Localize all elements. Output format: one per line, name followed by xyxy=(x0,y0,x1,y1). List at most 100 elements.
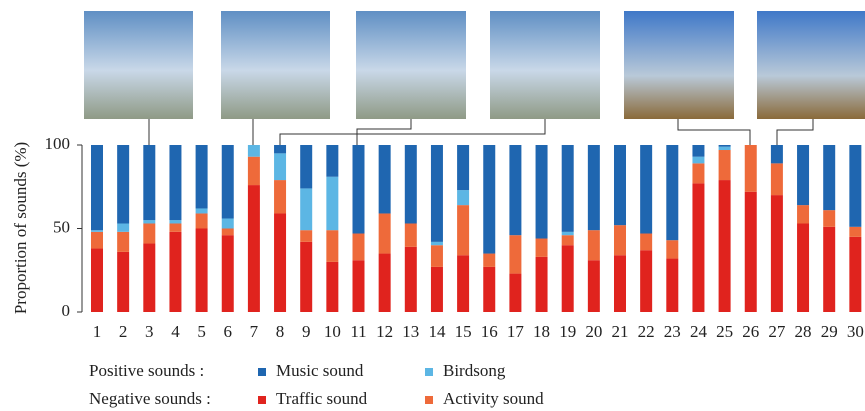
x-tick-label: 20 xyxy=(585,322,602,341)
x-tick-label: 26 xyxy=(742,322,759,341)
bar-segment xyxy=(640,250,653,312)
bar-segment xyxy=(169,223,182,232)
legend-swatch xyxy=(258,368,266,376)
photo xyxy=(490,11,600,119)
bar-segment xyxy=(718,180,731,312)
x-tick-label: 5 xyxy=(197,322,206,341)
bar-segment xyxy=(535,145,548,239)
bar-segment xyxy=(483,266,496,312)
bar-segment xyxy=(378,253,391,312)
bar-segment xyxy=(770,195,783,312)
bar-segment xyxy=(587,260,600,312)
x-tick-label: 10 xyxy=(324,322,341,341)
bar-segment xyxy=(195,208,208,214)
bar-segment xyxy=(457,190,470,206)
x-tick-label: 15 xyxy=(455,322,472,341)
legend-group-label: Negative sounds : xyxy=(89,389,211,408)
bar-segment xyxy=(823,226,836,312)
bar-segment xyxy=(614,225,626,256)
bar-segment xyxy=(823,145,836,211)
bar-segment xyxy=(143,223,156,244)
bar-segment xyxy=(797,223,810,312)
bar-segment xyxy=(509,145,522,236)
bar-segment xyxy=(849,236,862,312)
legend-label: Activity sound xyxy=(443,389,544,408)
legend-label: Music sound xyxy=(276,361,364,380)
bar-segment xyxy=(91,231,103,249)
bar-segment xyxy=(849,226,862,237)
bar-segment xyxy=(378,213,391,254)
bar-segment xyxy=(247,185,260,312)
bar-segment xyxy=(614,145,626,226)
bar-segment xyxy=(404,223,417,247)
bar-segment xyxy=(247,145,260,157)
bar-segment xyxy=(352,233,365,261)
bar-segment xyxy=(300,230,313,242)
bar-segment xyxy=(221,145,234,219)
photo xyxy=(757,11,865,119)
legend-label: Traffic sound xyxy=(276,389,368,408)
bar-segment xyxy=(457,145,470,191)
bar-segment xyxy=(117,145,130,224)
bar-segment xyxy=(483,145,496,254)
bar-segment xyxy=(561,245,574,312)
bar-segment xyxy=(640,233,653,251)
bar-segment xyxy=(483,253,496,267)
bar-segment xyxy=(744,191,757,312)
bar-segment xyxy=(614,255,626,312)
x-tick-label: 12 xyxy=(376,322,393,341)
legend-label: Birdsong xyxy=(443,361,506,380)
bar-segment xyxy=(640,145,653,234)
x-tick-label: 13 xyxy=(402,322,419,341)
bar-segment xyxy=(430,245,443,267)
bar-segment xyxy=(718,146,731,151)
bar-segment xyxy=(326,145,339,177)
bar-segment xyxy=(326,230,339,262)
x-tick-label: 11 xyxy=(350,322,366,341)
bar-segment xyxy=(195,145,208,209)
bar-segment xyxy=(666,258,679,312)
bar-segment xyxy=(430,241,443,246)
x-tick-label: 6 xyxy=(224,322,233,341)
bar-segment xyxy=(352,260,365,312)
x-tick-label: 8 xyxy=(276,322,285,341)
legend-group-label: Positive sounds : xyxy=(89,361,204,380)
photo xyxy=(356,11,466,119)
y-tick-label: 50 xyxy=(53,217,70,236)
y-axis-label: Proportion of sounds (%) xyxy=(11,142,30,314)
x-tick-label: 3 xyxy=(145,322,154,341)
bar-segment xyxy=(326,176,339,231)
legend-swatch xyxy=(425,368,433,376)
photo xyxy=(221,11,330,119)
bar-segment xyxy=(404,145,417,224)
bar-segment xyxy=(666,145,679,241)
x-tick-label: 4 xyxy=(171,322,180,341)
x-tick-label: 2 xyxy=(119,322,128,341)
bar-segment xyxy=(849,145,862,227)
photo xyxy=(624,11,734,119)
x-tick-label: 19 xyxy=(559,322,576,341)
bar-segment xyxy=(169,145,182,221)
bar-segment xyxy=(744,145,757,192)
bar-segment xyxy=(274,153,287,181)
bar-segment xyxy=(326,261,339,312)
x-tick-label: 22 xyxy=(638,322,655,341)
bar-segment xyxy=(509,273,522,312)
bar-segment xyxy=(535,238,548,257)
bar-segment xyxy=(587,145,600,231)
bar-segment xyxy=(117,231,130,252)
bar-segment xyxy=(457,255,470,312)
x-tick-label: 25 xyxy=(716,322,733,341)
bar-segment xyxy=(404,246,417,312)
bar-segment xyxy=(274,213,287,312)
x-tick-label: 7 xyxy=(250,322,259,341)
bar-segment xyxy=(195,228,208,312)
x-tick-label: 28 xyxy=(795,322,812,341)
x-tick-label: 18 xyxy=(533,322,550,341)
x-tick-label: 29 xyxy=(821,322,838,341)
x-tick-label: 16 xyxy=(481,322,498,341)
x-tick-label: 30 xyxy=(847,322,864,341)
bar-segment xyxy=(352,145,365,234)
bar-segment xyxy=(221,218,234,229)
